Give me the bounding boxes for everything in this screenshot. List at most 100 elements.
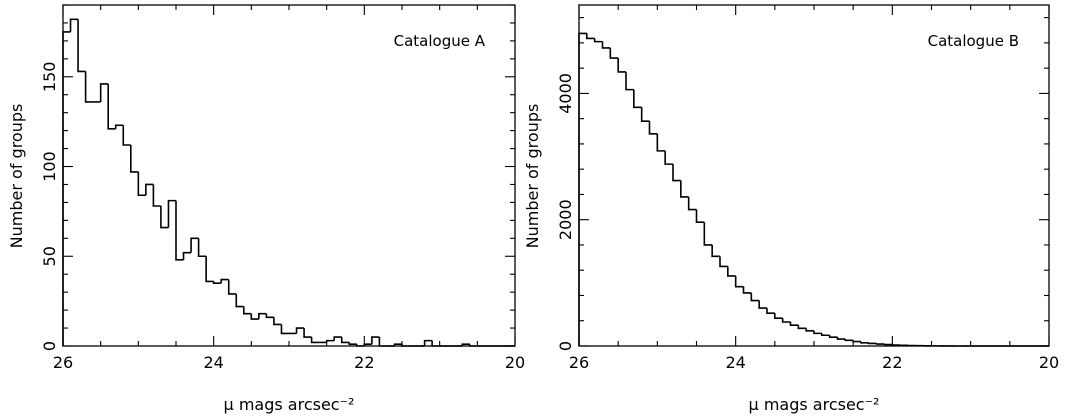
histogram-bin [160, 206, 169, 229]
histogram-bin [844, 339, 854, 342]
histogram-bin [62, 31, 71, 346]
histogram-bin [190, 237, 199, 253]
histogram-bin [340, 337, 350, 344]
histogram-bin [107, 83, 116, 130]
catalogue-label: Catalogue A [394, 32, 486, 50]
y-tick-label: 4000 [556, 73, 575, 114]
plot-frame [578, 4, 1050, 347]
histogram-bin [250, 313, 259, 320]
x-tick-label: 22 [354, 353, 374, 372]
x-tick-label: 24 [203, 353, 223, 372]
histogram-bin [182, 251, 192, 260]
histogram-bin [860, 341, 869, 344]
histogram-bin [711, 244, 720, 258]
histogram-bin [695, 209, 705, 224]
histogram-bin [680, 180, 689, 198]
y-tick-label: 100 [40, 151, 59, 182]
histogram-bin [805, 328, 814, 332]
histogram-bin [664, 150, 673, 165]
histogram-bin [789, 322, 799, 326]
panel-catalogue-b: 26 24 22 20 0 2000 4000 Catalogue B μ mags arcse… [523, 4, 1059, 414]
histogram-bin [205, 256, 214, 283]
histogram-bin [586, 33, 595, 40]
histogram-bin [77, 19, 86, 73]
histogram-bin [152, 184, 161, 207]
histogram-bin [781, 318, 791, 323]
histogram-bin [758, 300, 767, 309]
y-tick-label: 2000 [556, 199, 575, 240]
histogram-bin [348, 342, 357, 346]
histogram-bin [243, 306, 252, 315]
histogram-bin [883, 343, 893, 346]
histogram-bin [821, 333, 830, 337]
histogram-bin [167, 199, 176, 228]
histogram-bin [84, 71, 94, 103]
histogram-bin [648, 121, 658, 135]
histogram-bin [401, 344, 410, 347]
histogram-bin [868, 342, 877, 345]
histogram-bin [130, 144, 139, 173]
x-tick-label: 24 [725, 353, 745, 372]
histogram-bin [836, 337, 846, 340]
histogram-bin [750, 292, 760, 302]
histogram-bin [273, 317, 282, 326]
y-tick-label: 150 [40, 62, 59, 93]
histogram-bin [734, 275, 744, 288]
histogram-bin [371, 336, 380, 345]
x-axis-label: μ mags arcsec⁻² [224, 395, 355, 414]
histogram-bin [656, 133, 666, 152]
histogram-bin [828, 335, 838, 338]
histogram-bin [227, 279, 237, 295]
histogram-bin [393, 343, 402, 346]
histogram-bin [633, 89, 642, 109]
panel-catalogue-a: 26 24 22 20 0 50 100 150 Catalogue A μ mags arcse… [7, 4, 525, 414]
y-tick-label: 50 [40, 246, 59, 266]
histogram-bin [852, 340, 861, 343]
histogram-bin [235, 293, 244, 308]
histogram-bin [265, 313, 274, 319]
histogram-bin [601, 41, 611, 49]
histogram-bin [797, 325, 807, 330]
histogram-bin [578, 32, 587, 346]
x-tick-label: 20 [1039, 353, 1059, 372]
histogram-bin [742, 286, 752, 294]
histogram-bin [137, 171, 146, 197]
histogram-bin [356, 344, 365, 347]
histogram-bin [99, 83, 109, 102]
histogram-bin [703, 222, 713, 246]
histogram-bin [333, 336, 342, 341]
y-axis-label: Number of groups [7, 104, 26, 249]
histogram-bin [175, 200, 184, 261]
x-axis-label: μ mags arcsec⁻² [749, 395, 880, 414]
histogram-bin [687, 196, 697, 211]
catalogue-label: Catalogue B [928, 32, 1019, 50]
histogram-bin [122, 125, 131, 146]
histogram-bin [813, 330, 822, 335]
histogram-bin [363, 343, 372, 346]
histogram-bin [220, 278, 229, 284]
histogram-bin [593, 38, 603, 43]
histogram-bin [325, 339, 335, 343]
histogram-bin [719, 256, 728, 268]
x-tick-label: 26 [53, 353, 73, 372]
histogram-bin [145, 183, 154, 196]
histogram-bin [625, 71, 634, 91]
histogram-bin [423, 339, 433, 346]
x-tick-label: 26 [569, 353, 589, 372]
histogram-bin [303, 328, 312, 338]
histogram-bin [609, 47, 619, 59]
histogram-bin [197, 238, 207, 258]
histogram-bin [617, 58, 626, 73]
x-tick-label: 20 [505, 353, 525, 372]
histogram-bin [378, 337, 387, 347]
histogram-bin [310, 337, 320, 344]
histogram-bin [774, 313, 783, 320]
histogram-bin [295, 327, 305, 334]
histogram-bin [280, 324, 289, 335]
plot-frame [62, 4, 516, 347]
y-tick-label: 0 [40, 341, 59, 351]
histogram-bin [212, 281, 222, 284]
histogram-bin [431, 340, 440, 347]
histogram-bin [114, 124, 124, 129]
